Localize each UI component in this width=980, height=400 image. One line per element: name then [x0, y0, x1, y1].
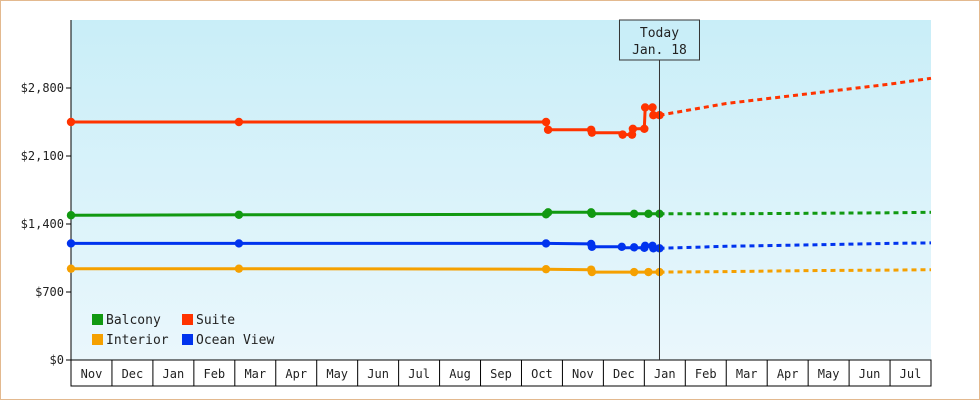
series-forecast-interior	[659, 268, 932, 274]
data-point-interior	[644, 267, 653, 277]
y-tick-label: $2,800	[21, 81, 64, 95]
plot-background	[71, 20, 931, 360]
x-tick-label: Oct	[531, 367, 553, 381]
x-tick-label: Jan	[654, 367, 676, 381]
legend-label-ocean-view: Ocean View	[196, 333, 274, 348]
data-point-interior	[234, 264, 244, 273]
legend-swatch-balcony	[92, 314, 103, 325]
x-tick-label: Jul	[900, 367, 922, 381]
legend-swatch-interior	[92, 334, 103, 345]
x-tick-label: Sep	[490, 367, 512, 381]
data-point-suite	[543, 125, 553, 134]
y-tick-label: $1,400	[21, 217, 64, 231]
x-tick-label: Nov	[572, 367, 594, 381]
data-point-suite	[640, 124, 649, 133]
data-point-ocean-view	[234, 239, 244, 248]
data-point-suite	[628, 124, 638, 133]
data-point-suite	[640, 103, 650, 112]
legend: Balcony Suite Interior Ocean View	[92, 313, 274, 348]
legend-label-suite: Suite	[196, 313, 235, 328]
data-point-suite	[587, 128, 597, 137]
data-point-interior	[587, 267, 597, 277]
data-point-ocean-view	[66, 239, 76, 248]
data-point-ocean-view	[649, 244, 658, 253]
y-tick-label: $0	[50, 353, 64, 367]
data-point-interior	[66, 264, 76, 273]
x-axis: Nov Dec Jan Feb Mar Apr May Jun Jul Aug Sep Oct Nov D…	[70, 359, 932, 387]
data-point-interior	[541, 264, 551, 274]
y-tick-label: $2,100	[21, 149, 64, 163]
data-point-suite	[649, 111, 658, 120]
data-point-suite	[66, 117, 76, 127]
today-marker: Today Jan. 18	[618, 19, 700, 360]
x-tick-label: Jun	[367, 367, 389, 381]
data-point-suite	[618, 130, 627, 139]
series-layer	[66, 76, 932, 277]
today-box	[618, 19, 700, 61]
legend-label-interior: Interior	[106, 333, 169, 348]
data-point-ocean-view	[617, 242, 627, 252]
x-tick-label: May	[326, 367, 348, 381]
x-tick-label: Mar	[244, 367, 266, 381]
data-point-suite	[648, 103, 657, 112]
legend-swatch-suite	[182, 314, 193, 325]
x-tick-label: Jul	[408, 367, 430, 381]
x-tick-label: May	[818, 367, 840, 381]
x-tick-label: Feb	[695, 367, 717, 381]
series-forecast-balcony	[659, 210, 932, 216]
x-tick-label: Aug	[449, 367, 471, 381]
data-point-balcony	[644, 209, 653, 218]
data-point-ocean-view	[541, 239, 551, 248]
y-tick-label: $700	[35, 285, 64, 299]
today-date: Jan. 18	[632, 43, 687, 58]
x-tick-label: Feb	[203, 367, 225, 381]
y-axis: $0 $700 $1,400 $2,100 $2,800	[21, 20, 72, 367]
data-point-balcony	[234, 210, 244, 219]
today-label: Today	[640, 26, 679, 41]
data-point-suite	[541, 117, 551, 127]
x-tick-label: Jun	[859, 367, 881, 381]
x-tick-label: Mar	[736, 367, 758, 381]
x-tick-label: Nov	[81, 367, 103, 381]
data-point-suite	[234, 117, 244, 127]
series-forecast-suite	[659, 76, 932, 117]
data-point-balcony	[587, 209, 597, 218]
x-tick-label: Jan	[163, 367, 185, 381]
data-point-ocean-view	[629, 243, 639, 252]
x-tick-label: Apr	[285, 367, 307, 381]
data-point-balcony	[629, 209, 639, 218]
legend-swatch-ocean-view	[182, 334, 193, 345]
data-point-interior	[629, 267, 639, 277]
series-forecast-ocean-view	[659, 241, 932, 250]
legend-label-balcony: Balcony	[106, 313, 161, 328]
data-point-ocean-view	[640, 241, 650, 251]
x-tick-label: Apr	[777, 367, 799, 381]
x-tick-label: Dec	[613, 367, 635, 381]
x-tick-label: Dec	[122, 367, 144, 381]
data-point-balcony	[543, 208, 553, 217]
data-point-balcony	[66, 211, 76, 220]
data-point-ocean-view	[587, 242, 597, 252]
